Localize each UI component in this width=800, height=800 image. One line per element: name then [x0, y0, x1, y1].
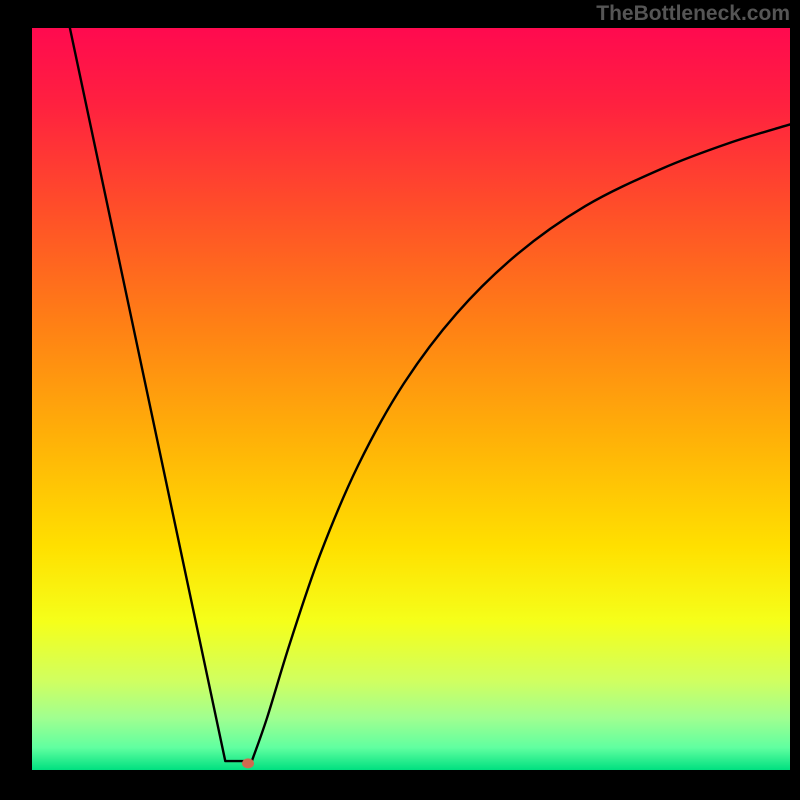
plot-area — [32, 28, 790, 770]
plot-background — [32, 28, 790, 770]
chart-svg — [32, 28, 790, 770]
optimum-marker — [242, 758, 254, 768]
chart-frame: TheBottleneck.com — [0, 0, 800, 800]
watermark-text: TheBottleneck.com — [596, 2, 790, 26]
